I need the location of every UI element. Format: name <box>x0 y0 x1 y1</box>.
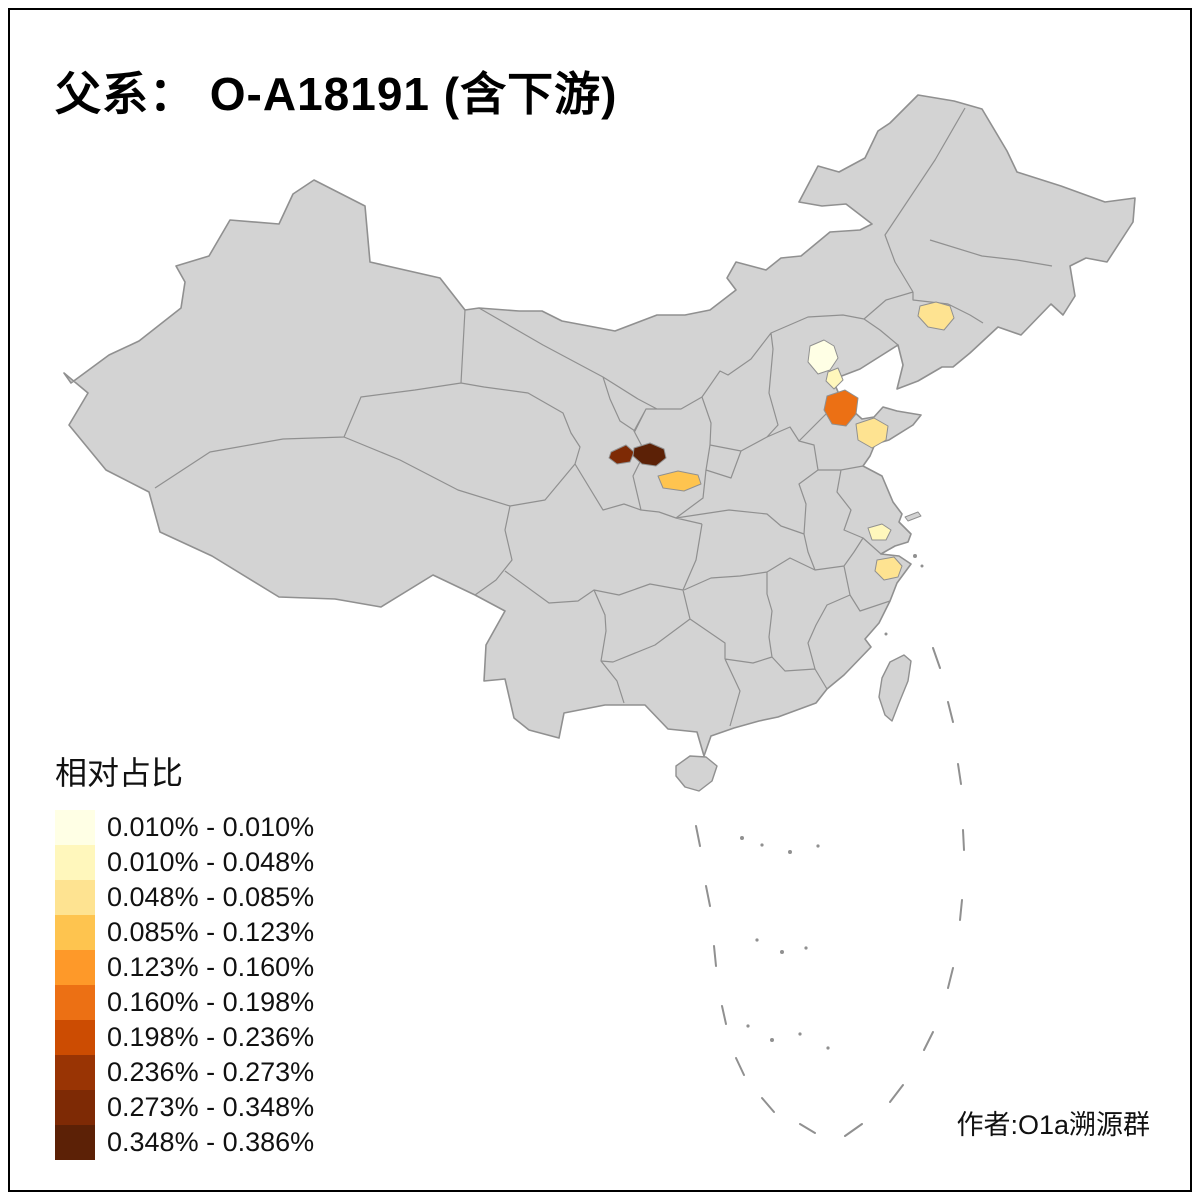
legend-label: 0.348% - 0.386% <box>107 1127 315 1157</box>
legend-label: 0.198% - 0.236% <box>107 1022 315 1052</box>
legend-swatch <box>55 880 95 915</box>
region-central-shandong <box>823 389 859 427</box>
legend-label: 0.010% - 0.010% <box>107 812 315 842</box>
legend: 相对占比 0.010% - 0.010% 0.010% - 0.048% 0.0… <box>55 748 314 1160</box>
legend-item: 0.123% - 0.160% <box>55 950 314 985</box>
legend-item: 0.048% - 0.085% <box>55 880 314 915</box>
region-south-shaanxi <box>657 470 702 492</box>
legend-swatch <box>55 1020 95 1055</box>
legend-item: 0.348% - 0.386% <box>55 1125 314 1160</box>
legend-label: 0.160% - 0.198% <box>107 987 315 1017</box>
legend-label: 0.273% - 0.348% <box>107 1092 315 1122</box>
islets <box>740 554 924 1050</box>
region-south-jiangsu-shanghai <box>874 556 903 581</box>
legend-swatch <box>55 845 95 880</box>
region-tianjin <box>825 367 844 390</box>
page-title: 父系： O-A18191 (含下游) <box>55 68 618 120</box>
legend-item: 0.010% - 0.010% <box>55 810 314 845</box>
region-east-gansu-a <box>608 444 635 465</box>
legend-swatch <box>55 1125 95 1160</box>
highlighted-regions <box>608 301 955 581</box>
legend-item: 0.160% - 0.198% <box>55 985 314 1020</box>
legend-item: 0.236% - 0.273% <box>55 1055 314 1090</box>
legend-swatch <box>55 1055 95 1090</box>
legend-title: 相对占比 <box>55 755 184 791</box>
china-mainland-shape <box>63 94 1136 757</box>
legend-label: 0.236% - 0.273% <box>107 1057 315 1087</box>
taiwan-island <box>878 654 912 722</box>
legend-label: 0.048% - 0.085% <box>107 882 315 912</box>
legend-swatch <box>55 985 95 1020</box>
legend-swatch <box>55 915 95 950</box>
region-beijing <box>807 339 839 375</box>
legend-item: 0.010% - 0.048% <box>55 845 314 880</box>
region-east-shandong <box>855 417 889 449</box>
legend-item: 0.085% - 0.123% <box>55 915 314 950</box>
nine-dash-line <box>695 647 965 1137</box>
chongming-island <box>904 511 922 522</box>
hainan-island <box>675 755 718 792</box>
legend-item: 0.198% - 0.236% <box>55 1020 314 1055</box>
legend-label: 0.085% - 0.123% <box>107 917 315 947</box>
legend-item: 0.273% - 0.348% <box>55 1090 314 1125</box>
legend-label: 0.010% - 0.048% <box>107 847 315 877</box>
author-credit: 作者:O1a溯源群 <box>956 1110 1150 1140</box>
legend-swatch <box>55 1090 95 1125</box>
region-east-gansu-b <box>632 442 667 467</box>
region-central-jiangsu <box>867 523 892 541</box>
legend-swatch <box>55 950 95 985</box>
legend-swatch <box>55 810 95 845</box>
legend-label: 0.123% - 0.160% <box>107 952 315 982</box>
region-central-jilin <box>917 301 955 331</box>
